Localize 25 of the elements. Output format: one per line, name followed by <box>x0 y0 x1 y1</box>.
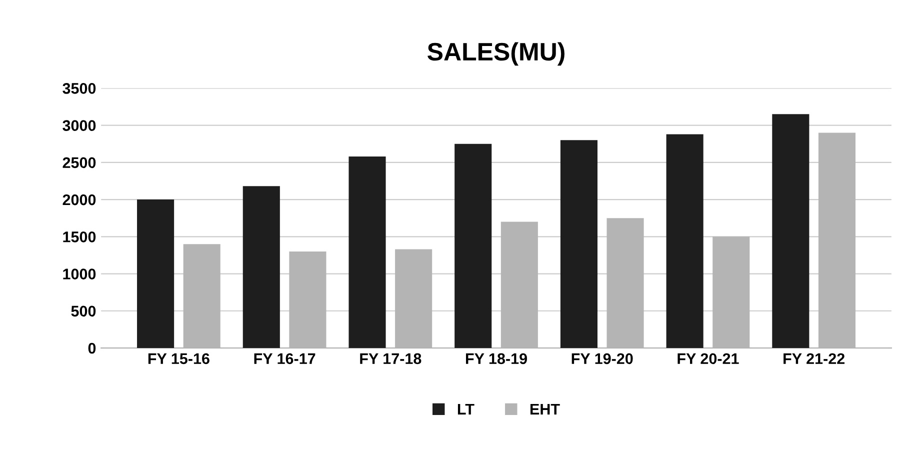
y-tick-label: 2500 <box>62 157 96 168</box>
legend-label: EHT <box>530 404 560 414</box>
x-tick-label: FY 15-16 <box>148 353 210 364</box>
y-tick-label: 3000 <box>62 120 96 131</box>
bar <box>666 134 704 348</box>
legend-label: LT <box>458 404 474 414</box>
y-tick-label: 1000 <box>63 268 96 280</box>
x-tick-label: FY 19-20 <box>572 353 633 364</box>
bar <box>454 144 492 348</box>
x-tick-label: FY 17-18 <box>360 353 422 364</box>
x-tick-label: FY 20-21 <box>678 353 739 364</box>
x-tick-label: FY 21-22 <box>784 353 845 364</box>
bar <box>242 186 280 348</box>
y-tick-label: 1500 <box>63 232 96 242</box>
y-tick-label: 0 <box>88 342 96 354</box>
chart-title: SALES(MU) <box>428 42 564 66</box>
y-tick-label: 500 <box>71 306 96 317</box>
y-tick-label: 3500 <box>62 83 96 94</box>
bar <box>137 200 174 348</box>
bar <box>348 156 386 348</box>
y-tick-label: 2000 <box>62 194 96 206</box>
bar <box>772 114 810 348</box>
x-tick-label: FY 18-19 <box>466 353 527 364</box>
x-tick-label: FY 16-17 <box>254 353 316 364</box>
bar <box>560 140 598 348</box>
